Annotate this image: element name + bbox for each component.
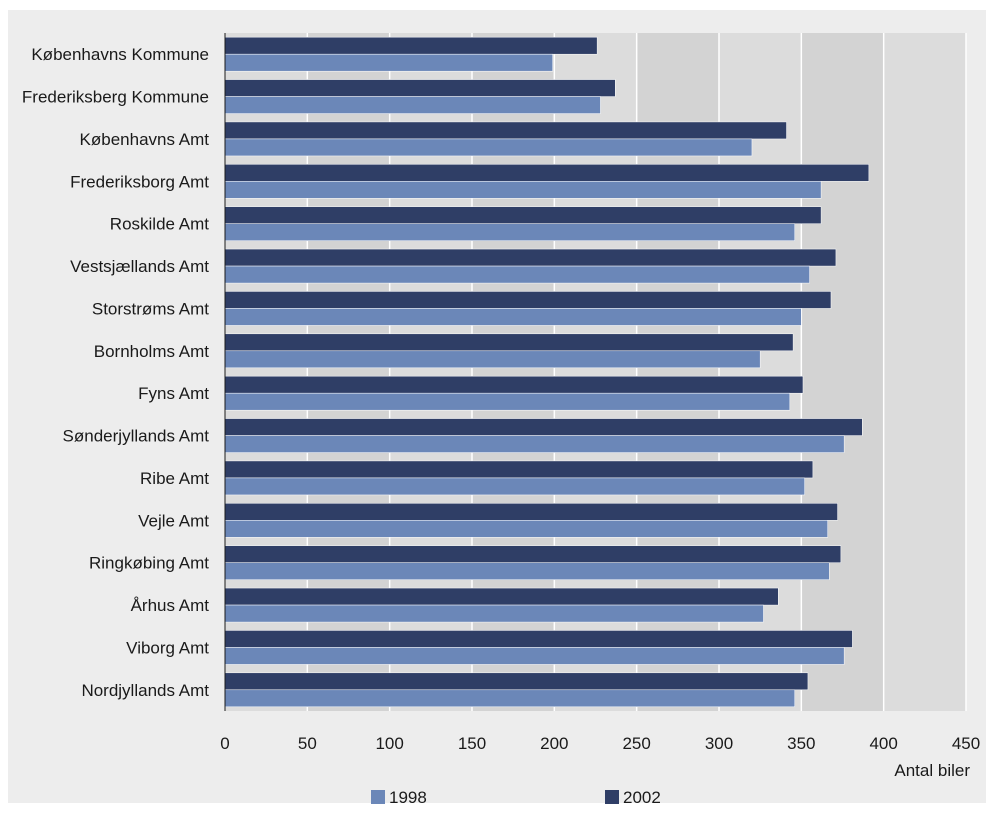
bar-2002 xyxy=(224,375,804,394)
bar-2002 xyxy=(224,36,598,55)
category-label: Vejle Amt xyxy=(138,511,209,530)
bar-2002 xyxy=(224,418,863,436)
category-label: Københavns Kommune xyxy=(31,45,209,64)
category-label: Viborg Amt xyxy=(126,638,209,657)
legend-label: 2002 xyxy=(623,788,661,807)
x-tick-label: 150 xyxy=(458,734,486,753)
x-tick-label: 400 xyxy=(869,734,897,753)
bar-1998 xyxy=(224,647,845,665)
bar-1998 xyxy=(224,562,830,580)
category-label: Ribe Amt xyxy=(140,469,209,488)
legend-label: 1998 xyxy=(389,788,427,807)
bar-1998 xyxy=(224,477,805,496)
bar-2002 xyxy=(224,206,822,224)
plot-band xyxy=(801,33,884,711)
bar-1998 xyxy=(224,265,810,284)
bar-1998 xyxy=(224,223,795,241)
bar-1998 xyxy=(224,392,791,411)
bars xyxy=(224,36,870,708)
category-label: Ringkøbing Amt xyxy=(89,554,209,573)
bar-2002 xyxy=(224,248,837,267)
bar-2002 xyxy=(224,460,814,479)
category-label: Århus Amt xyxy=(131,596,210,615)
bar-1998 xyxy=(224,604,764,623)
bar-2002 xyxy=(224,291,832,309)
category-label: Sønderjyllands Amt xyxy=(63,427,210,446)
bar-1998 xyxy=(224,520,828,538)
category-label: Frederiksborg Amt xyxy=(70,172,209,191)
bar-2002 xyxy=(224,121,787,140)
x-tick-label: 250 xyxy=(622,734,650,753)
bar-2002 xyxy=(224,333,794,352)
x-axis-title: Antal biler xyxy=(894,761,970,780)
x-tick-labels: 0 50 100 150 200 250 300 350 400 450 xyxy=(220,734,980,753)
category-labels: Københavns Kommune Frederiksberg Kommune K… xyxy=(22,45,209,700)
bar-1998 xyxy=(224,308,802,326)
bar-2002 xyxy=(224,79,616,97)
bar-2002 xyxy=(224,503,838,521)
bar-2002 xyxy=(224,630,853,648)
category-label: Københavns Amt xyxy=(80,130,210,149)
legend-swatch xyxy=(605,790,619,804)
legend: 1998 2002 xyxy=(371,788,661,807)
category-label: Frederiksberg Kommune xyxy=(22,88,209,107)
bar-1998 xyxy=(224,350,761,369)
category-label: Fyns Amt xyxy=(138,384,209,403)
bar-1998 xyxy=(224,181,822,199)
category-label: Nordjyllands Amt xyxy=(81,681,209,700)
bar-2002 xyxy=(224,545,842,563)
bar-1998 xyxy=(224,96,601,114)
x-tick-label: 450 xyxy=(952,734,980,753)
legend-swatch xyxy=(371,790,385,804)
bar-1998 xyxy=(224,138,753,157)
category-label: Storstrøms Amt xyxy=(92,299,209,318)
category-label: Roskilde Amt xyxy=(110,215,209,234)
x-tick-label: 350 xyxy=(787,734,815,753)
bar-1998 xyxy=(224,435,845,453)
x-tick-label: 100 xyxy=(375,734,403,753)
bar-2002 xyxy=(224,587,779,606)
category-label: Vestsjællands Amt xyxy=(70,257,209,276)
x-tick-label: 50 xyxy=(298,734,317,753)
bar-1998 xyxy=(224,689,795,708)
x-tick-label: 200 xyxy=(540,734,568,753)
x-tick-label: 0 xyxy=(220,734,229,753)
bar-2002 xyxy=(224,672,809,691)
category-label: Bornholms Amt xyxy=(94,342,210,361)
x-tick-label: 300 xyxy=(705,734,733,753)
bar-1998 xyxy=(224,53,553,72)
bar-2002 xyxy=(224,164,870,182)
